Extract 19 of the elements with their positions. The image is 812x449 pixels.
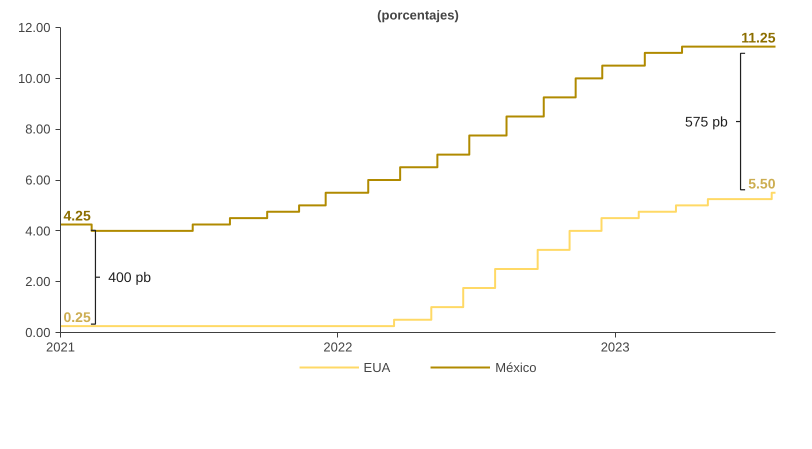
y-tick-label: 0.00 xyxy=(25,325,51,340)
data-label: 4.25 xyxy=(64,207,91,224)
data-label: 0.25 xyxy=(64,309,91,326)
y-tick-label: 6.00 xyxy=(25,172,51,188)
chart-title: (porcentajes) xyxy=(377,8,459,22)
x-tick-label: 2021 xyxy=(46,340,75,354)
x-tick-label: 2022 xyxy=(323,340,352,354)
data-label: 11.25 xyxy=(741,30,776,46)
legend-label: México xyxy=(495,360,536,374)
legend-label: EUA xyxy=(364,360,390,374)
annotation: 400 pb xyxy=(108,269,152,286)
x-tick-label: 2023 xyxy=(600,340,630,354)
y-tick-label: 12.00 xyxy=(18,20,51,35)
annotation: 575 pb xyxy=(684,114,728,130)
y-tick-label: 8.00 xyxy=(25,122,51,137)
y-tick-label: 4.00 xyxy=(25,223,51,238)
data-label: 5.50 xyxy=(748,176,776,192)
y-tick-label: 2.00 xyxy=(25,274,51,290)
y-tick-label: 10.00 xyxy=(18,70,51,86)
